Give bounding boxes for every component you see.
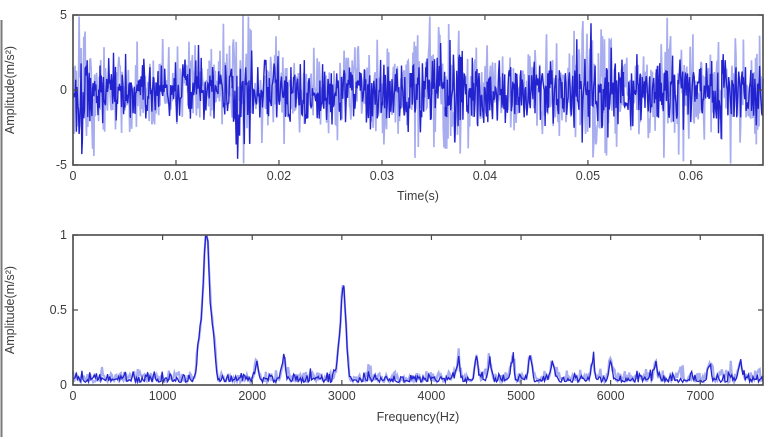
spectrum-series-light [71,235,764,386]
spectrum-x-tick-label: 1000 [149,389,177,403]
spectrum-y-tick-label: 0 [60,378,67,392]
spectrum-y-tick-label: 1 [60,228,67,242]
y-axis-label-time-plot: Amplitude(m/s²) [3,46,17,134]
waveform-y-tick-label: -5 [56,158,67,172]
waveform-x-tick-label: 0.06 [679,169,703,183]
y-axis-label-spectrum-plot: Amplitude(m/s²) [3,266,17,354]
spectrum-axes-box [72,234,764,386]
spectrum-y-tick-label: 0.5 [50,303,67,317]
waveform-x-tick-label: 0.03 [370,169,394,183]
spectrum-x-tick-label: 6000 [597,389,625,403]
waveform-y-tick-label: 0 [60,83,67,97]
waveform-x-tick-label: 0.05 [576,169,600,183]
spectrum-x-tick-label: 2000 [238,389,266,403]
x-axis-label-frequency: Frequency(Hz) [376,410,460,424]
waveform-x-tick-label: 0.02 [267,169,291,183]
spectrum-x-tick-label: 4000 [418,389,446,403]
waveform-series-dark [72,23,764,159]
spectrum-x-tick-label: 3000 [328,389,356,403]
waveform-x-tick-label: 0.04 [473,169,497,183]
spectrum-x-tick-label: 5000 [507,389,535,403]
x-axis-label-time: Time(s) [397,189,439,203]
waveform-y-tick-label: 5 [60,8,67,22]
spectrum-x-tick-label: 0 [70,389,77,403]
spectrum-series-dark [72,235,764,385]
waveform-x-tick-label: 0 [70,169,77,183]
spectrum-x-tick-label: 7000 [686,389,714,403]
waveform-x-tick-label: 0.01 [164,169,188,183]
